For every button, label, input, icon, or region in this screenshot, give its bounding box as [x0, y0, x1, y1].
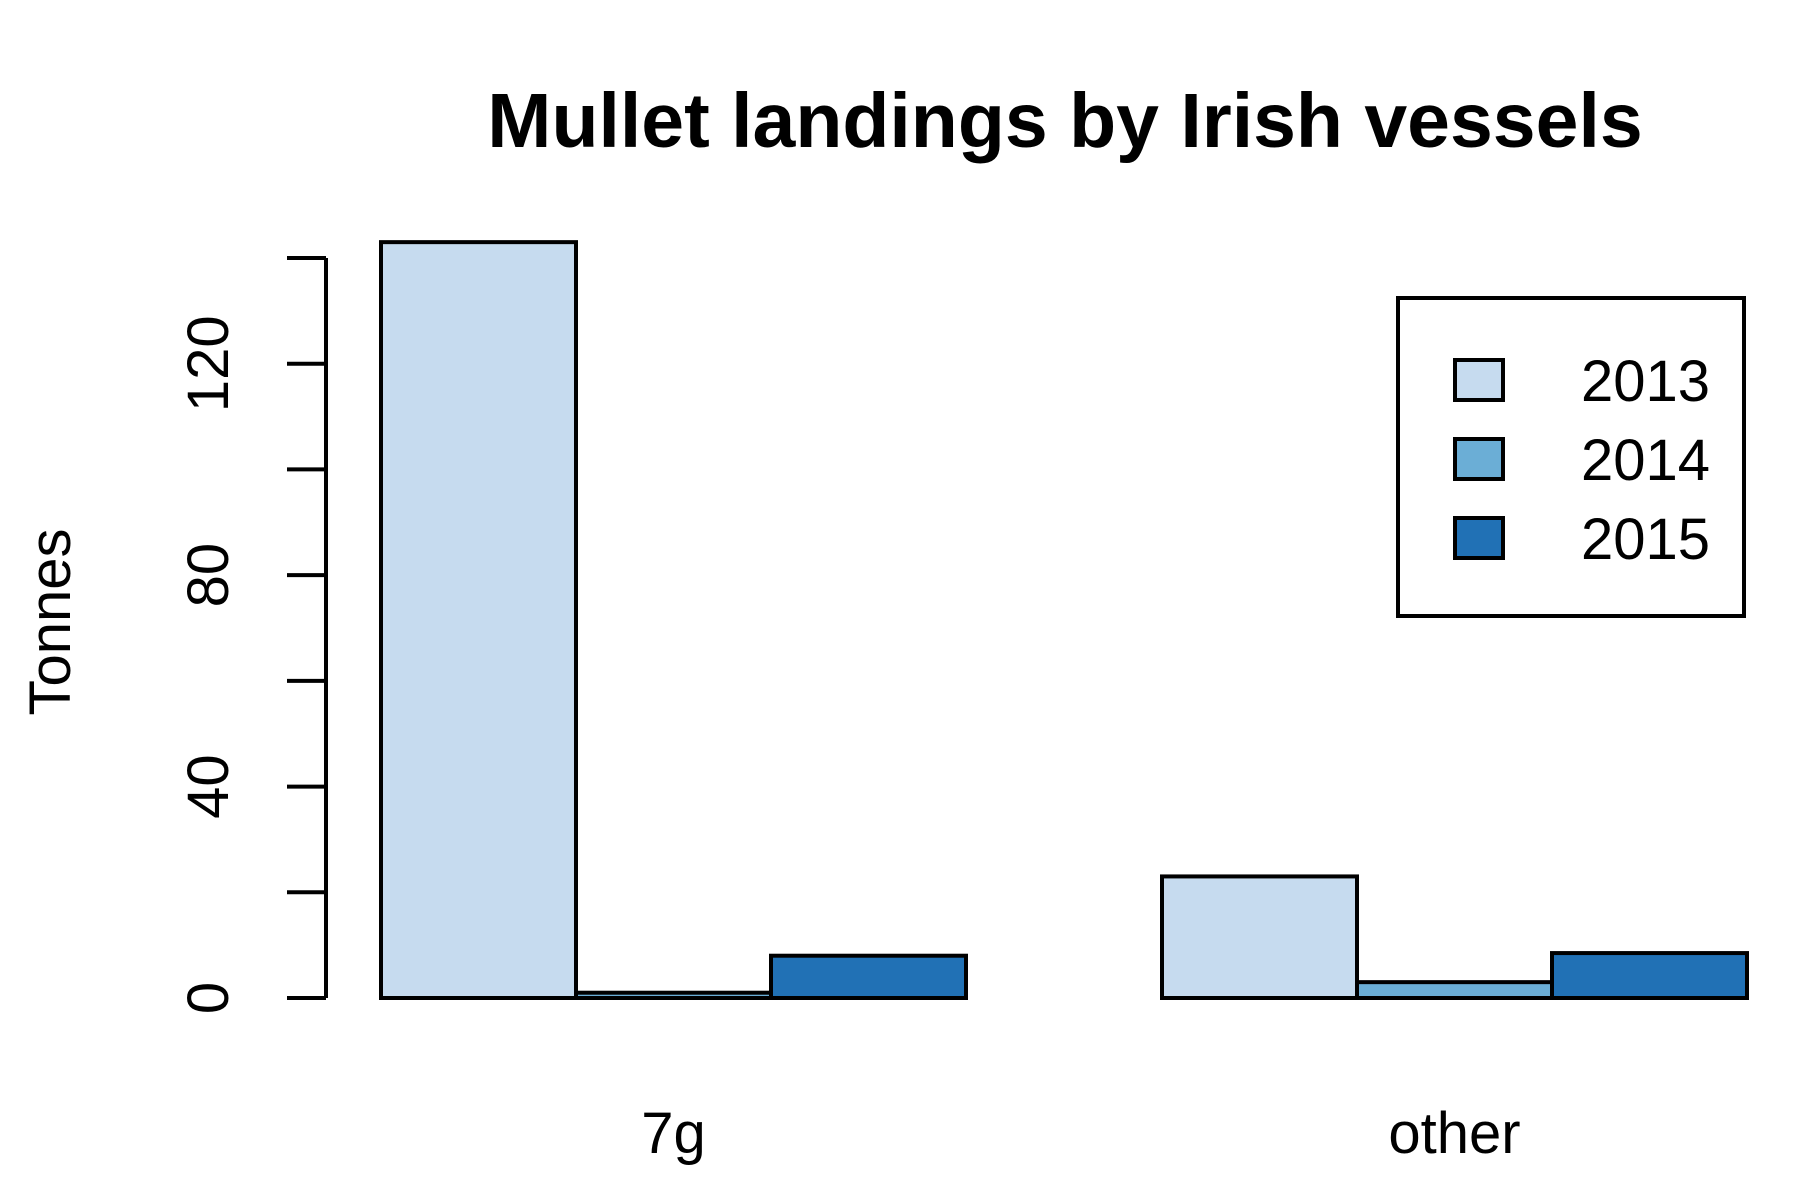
bar-other-2015 — [1550, 951, 1749, 1000]
y-tick-label-80: 80 — [176, 543, 241, 608]
category-label-other: other — [1388, 1101, 1520, 1166]
legend-swatch-2013 — [1453, 358, 1505, 402]
bar-7g-2015 — [769, 953, 968, 1001]
bar-other-2014 — [1355, 980, 1554, 1001]
y-tick-label-120: 120 — [176, 315, 241, 412]
bar-7g-2013 — [379, 240, 578, 1000]
legend-box — [1396, 296, 1746, 618]
legend-label-2013: 2013 — [1581, 349, 1710, 414]
bars — [379, 240, 1749, 1001]
bar-other-2013 — [1160, 874, 1359, 1001]
legend-label-2014: 2014 — [1581, 428, 1710, 493]
category-label-7g: 7g — [641, 1101, 706, 1166]
bar-7g-2014 — [574, 990, 773, 1001]
legend-label-2015: 2015 — [1581, 507, 1710, 572]
y-axis: 0 40 80 120 — [176, 256, 328, 1014]
legend-swatch-2015 — [1453, 516, 1505, 560]
y-tick-label-0: 0 — [176, 982, 241, 1014]
chart-title: Mullet landings by Irish vessels — [487, 78, 1642, 164]
category-labels: 7g other — [641, 1101, 1520, 1166]
y-axis-label: Tonnes — [18, 528, 83, 715]
legend: 2013 2014 2015 — [1396, 296, 1746, 618]
y-tick-label-40: 40 — [176, 754, 241, 819]
legend-swatch-2014 — [1453, 437, 1505, 481]
